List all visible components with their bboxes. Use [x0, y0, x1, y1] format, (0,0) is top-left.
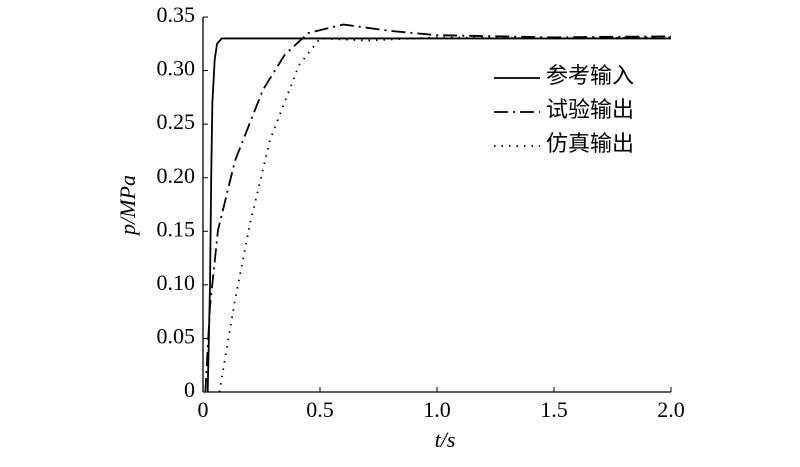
y-tick-label: 0.05 [157, 323, 196, 348]
legend-label: 试验输出 [546, 97, 634, 122]
series-line [206, 37, 671, 393]
y-tick-label: 0.10 [157, 270, 196, 295]
y-axis-label: p/MPa [115, 175, 140, 237]
y-tick-label: 0.30 [157, 56, 196, 81]
x-tick-label: 1.0 [423, 397, 451, 422]
x-tick-label: 2.0 [657, 397, 685, 422]
x-tick-label: 0.5 [306, 397, 334, 422]
legend-label: 仿真输出 [546, 131, 634, 156]
legend-label: 参考输入 [546, 63, 634, 88]
y-tick-label: 0.25 [157, 109, 196, 134]
series-line [204, 23, 672, 393]
series-line [218, 36, 672, 393]
y-tick-label: 0 [184, 377, 195, 402]
x-tick-label: 0 [198, 397, 209, 422]
x-axis-label: t/s [435, 427, 456, 452]
x-tick-label: 1.5 [540, 397, 568, 422]
y-tick-label: 0.35 [157, 2, 196, 27]
y-tick-label: 0.15 [157, 216, 196, 241]
y-tick-label: 0.20 [157, 163, 196, 188]
